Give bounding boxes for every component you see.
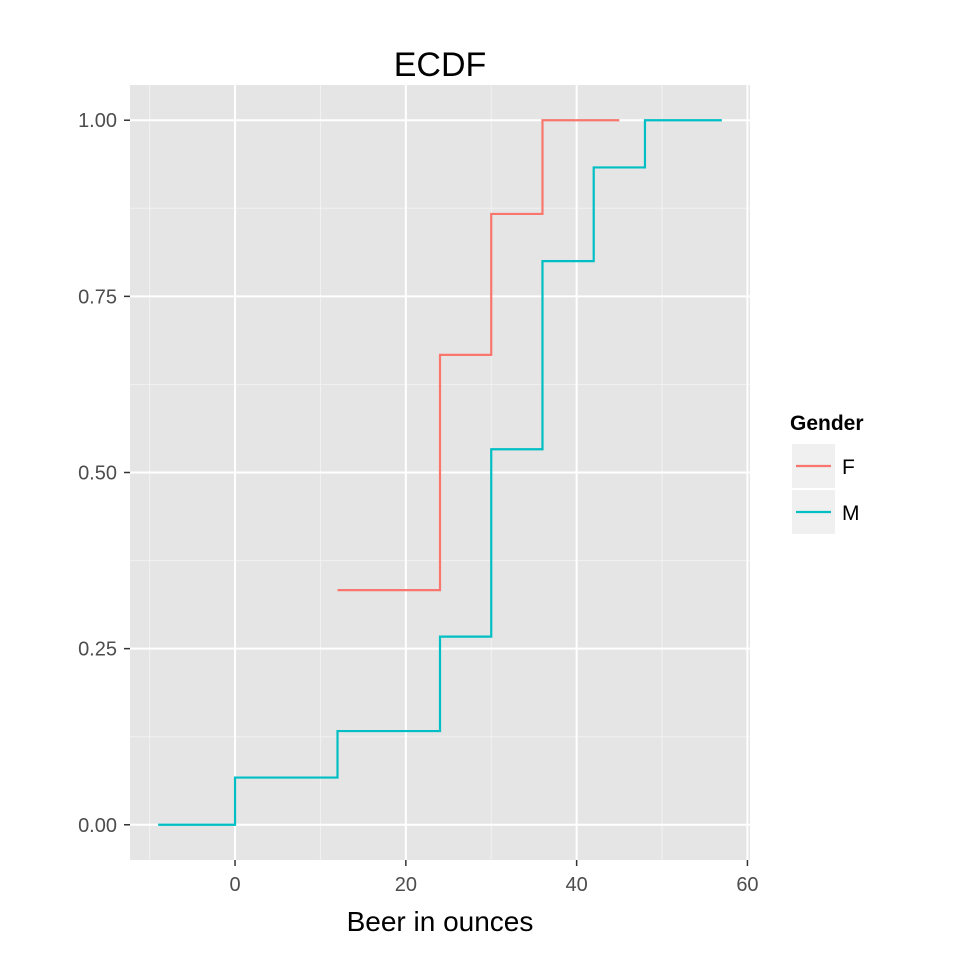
x-tick-label: 40 xyxy=(566,874,588,896)
legend: Gender FM xyxy=(790,412,864,534)
legend-item-m: M xyxy=(792,490,860,534)
y-tick-label: 0.50 xyxy=(78,463,117,485)
legend-title: Gender xyxy=(790,412,864,435)
x-axis-title: Beer in ounces xyxy=(347,906,534,937)
legend-item-f: F xyxy=(792,444,855,488)
x-axis: 0 20 40 60 xyxy=(229,860,759,896)
y-tick-label: 1.00 xyxy=(78,110,117,132)
y-tick-label: 0.25 xyxy=(78,639,117,661)
chart-title: ECDF xyxy=(394,46,487,84)
series-line-f xyxy=(337,119,620,592)
series-f xyxy=(337,119,620,592)
series-line-m xyxy=(158,119,722,826)
x-tick-label: 20 xyxy=(395,874,417,896)
legend-label: M xyxy=(842,502,860,525)
series-m xyxy=(158,119,722,826)
x-tick-label: 0 xyxy=(229,874,240,896)
x-tick-label: 60 xyxy=(736,874,758,896)
y-tick-label: 0.00 xyxy=(78,815,117,837)
legend-keys: FM xyxy=(792,444,860,534)
y-axis: 0.00 0.25 0.50 0.75 1.00 xyxy=(78,110,130,837)
series-layer xyxy=(158,119,722,826)
legend-label: F xyxy=(842,456,855,479)
y-tick-label: 0.75 xyxy=(78,286,117,308)
